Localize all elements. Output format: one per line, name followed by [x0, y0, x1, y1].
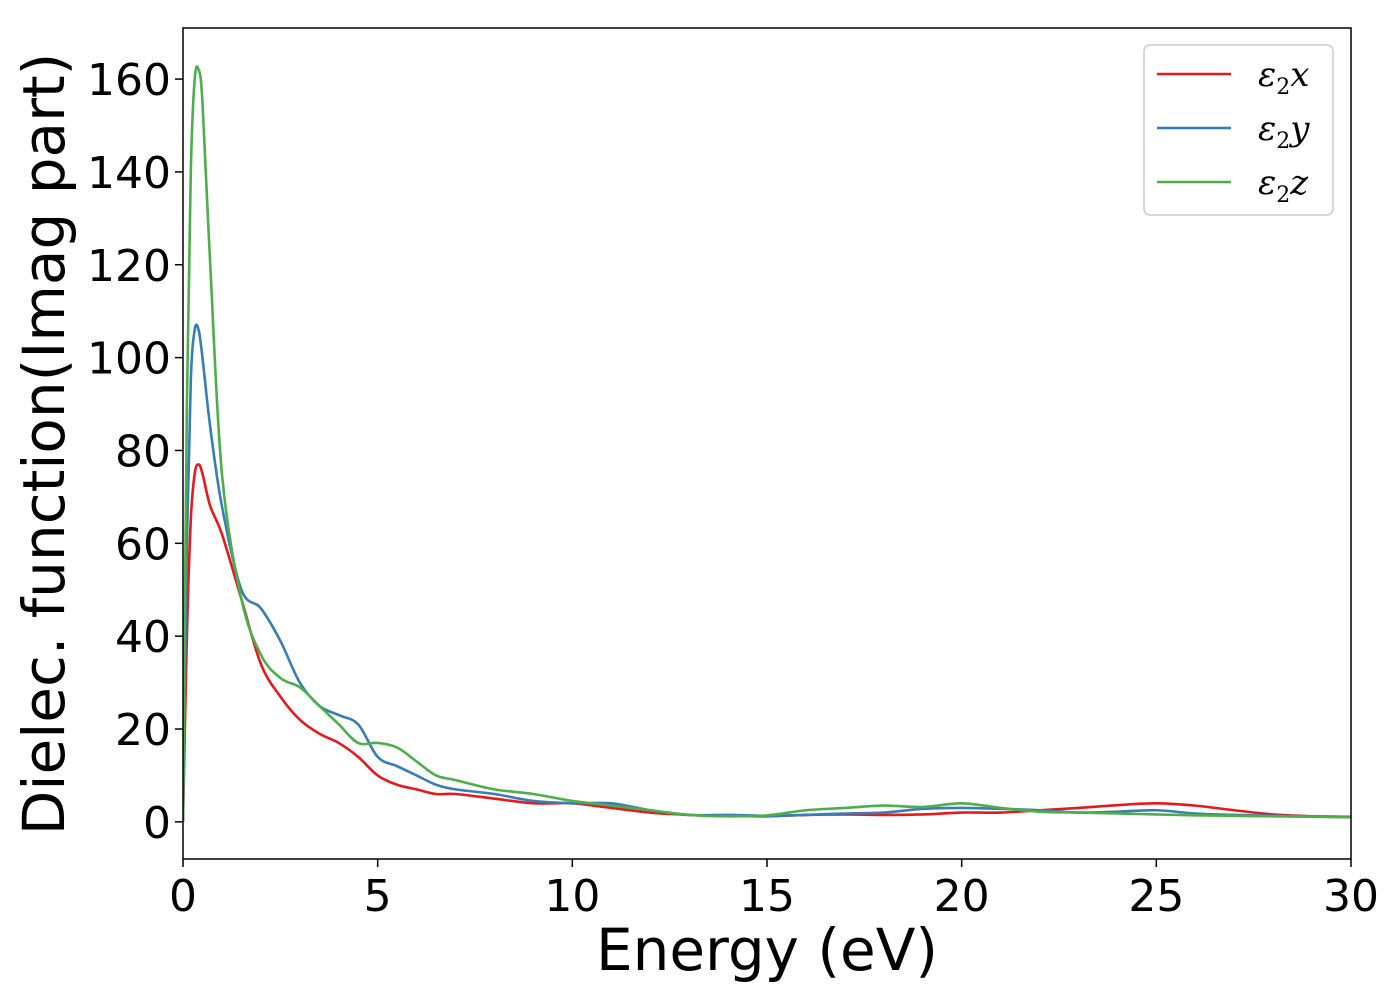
legend-label-x: ε2x — [1258, 55, 1309, 100]
y-axis-ticks: 0 20 40 60 80 100 120 140 160 — [87, 55, 183, 849]
x-tick-label: 5 — [364, 871, 392, 922]
legend-label-suffix: y — [1288, 109, 1310, 149]
legend-box — [1143, 44, 1334, 216]
y-tick-label: 140 — [87, 148, 171, 199]
y-tick-label: 120 — [87, 241, 171, 292]
plot-area — [182, 27, 1352, 860]
legend-label-base: ε — [1258, 55, 1276, 95]
legend-label-subscript: 2 — [1276, 75, 1290, 100]
legend-label-subscript: 2 — [1276, 129, 1290, 154]
legend-label-suffix: x — [1290, 55, 1309, 95]
series-line-z — [183, 65, 1351, 822]
x-axis-title: Energy (eV) — [596, 916, 938, 984]
y-tick-label: 0 — [143, 798, 171, 849]
y-tick-label: 60 — [115, 519, 171, 570]
x-tick-label: 20 — [934, 871, 990, 922]
legend-label-suffix: z — [1289, 163, 1309, 203]
y-axis-title: Dielec. function(Imag part) — [10, 53, 78, 836]
y-tick-label: 80 — [115, 426, 171, 477]
y-tick-label: 40 — [115, 612, 171, 663]
legend-label-base: ε — [1258, 109, 1276, 149]
legend-label-subscript: 2 — [1276, 183, 1290, 208]
y-tick-label: 160 — [87, 55, 171, 106]
legend-label-y: ε2y — [1258, 109, 1310, 154]
series-group — [183, 65, 1351, 822]
x-axis-ticks: 0 5 10 15 20 25 30 — [169, 859, 1379, 922]
y-tick-label: 100 — [87, 334, 171, 385]
x-tick-label: 30 — [1323, 871, 1379, 922]
x-tick-label: 15 — [739, 871, 795, 922]
legend-label-base: ε — [1258, 163, 1276, 203]
x-tick-label: 25 — [1128, 871, 1184, 922]
legend-label-z: ε2z — [1258, 163, 1309, 208]
series-line-x — [183, 463, 1351, 822]
x-tick-label: 0 — [169, 871, 197, 922]
y-tick-label: 20 — [115, 705, 171, 756]
x-tick-label: 10 — [544, 871, 600, 922]
